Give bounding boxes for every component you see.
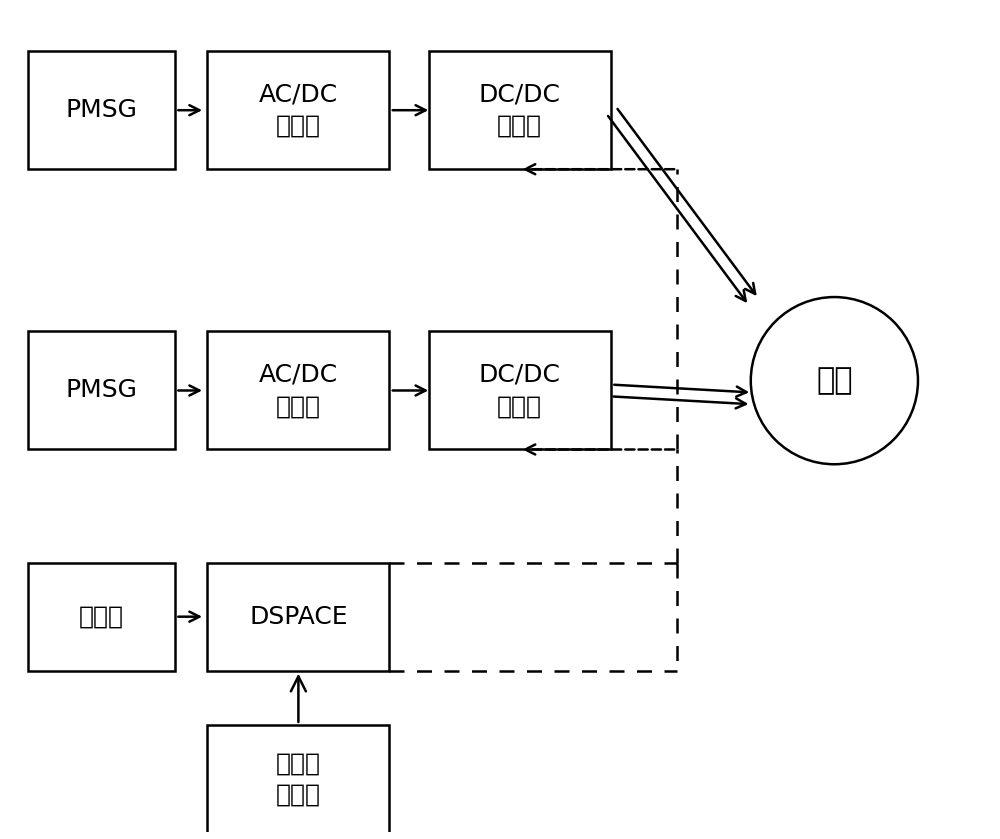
Bar (28, 563, 175, 670)
Bar (429, 51, 611, 169)
Bar (28, 51, 175, 169)
Bar (207, 725, 389, 833)
Bar (207, 331, 389, 450)
Text: AC/DC
整流器: AC/DC 整流器 (259, 362, 338, 419)
Text: PMSG: PMSG (66, 98, 138, 122)
Bar (207, 563, 389, 670)
Bar (28, 331, 175, 450)
Text: DC/DC
变流器: DC/DC 变流器 (479, 82, 561, 138)
Text: DSPACE: DSPACE (249, 605, 348, 628)
Text: 负载: 负载 (816, 366, 853, 395)
Text: PMSG: PMSG (66, 378, 138, 403)
Text: 工控机: 工控机 (79, 605, 124, 628)
Bar (429, 331, 611, 450)
Text: AC/DC
整流器: AC/DC 整流器 (259, 82, 338, 138)
Circle shape (751, 297, 918, 464)
Bar (207, 51, 389, 169)
Text: 系统测
量输入: 系统测 量输入 (276, 751, 321, 807)
Text: DC/DC
变流器: DC/DC 变流器 (479, 362, 561, 419)
